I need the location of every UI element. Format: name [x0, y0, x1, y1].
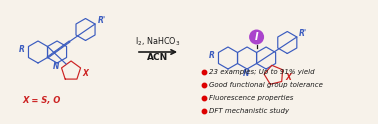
Text: R': R': [299, 29, 308, 38]
Text: N: N: [243, 68, 249, 78]
Text: R': R': [98, 16, 106, 25]
Text: 23 examples; Up to 91% yield: 23 examples; Up to 91% yield: [209, 69, 314, 75]
Text: N: N: [53, 62, 59, 71]
Text: X: X: [82, 69, 88, 78]
Circle shape: [249, 30, 264, 45]
Text: X = S, O: X = S, O: [22, 95, 60, 105]
Text: Fluorescence properties: Fluorescence properties: [209, 95, 293, 101]
Text: R: R: [209, 51, 215, 61]
Text: ACN: ACN: [147, 53, 169, 62]
Text: I$_2$, NaHCO$_3$: I$_2$, NaHCO$_3$: [135, 36, 181, 48]
Text: R: R: [19, 46, 25, 55]
Text: DFT mechanistic study: DFT mechanistic study: [209, 108, 289, 114]
Text: X: X: [285, 73, 291, 81]
Text: I: I: [255, 32, 259, 42]
Text: Good functional group tolerance: Good functional group tolerance: [209, 82, 323, 88]
